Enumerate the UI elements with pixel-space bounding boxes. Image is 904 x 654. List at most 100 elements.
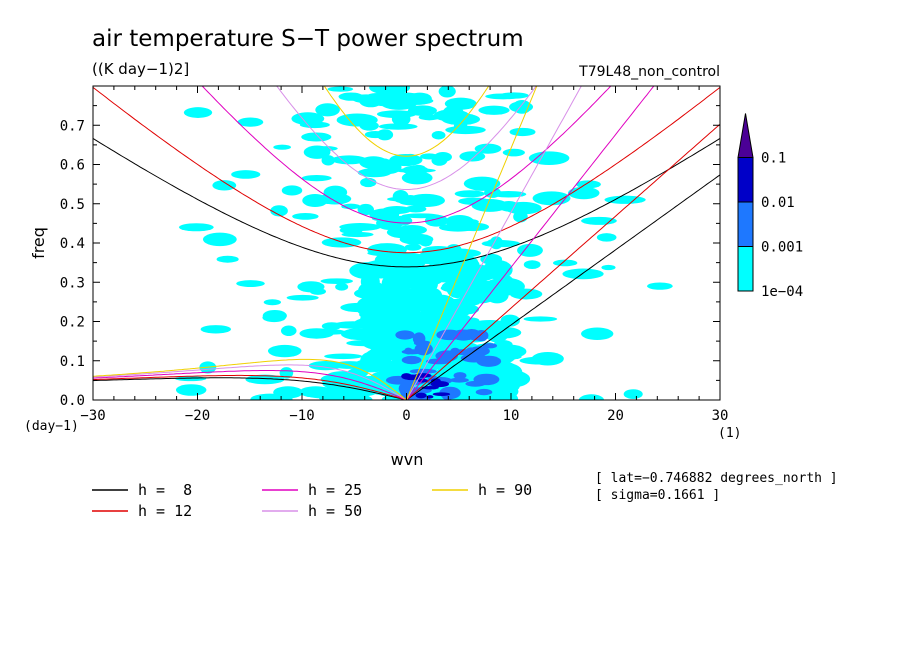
colorbar-segment — [737, 246, 754, 292]
contour-1e-04 — [393, 96, 434, 105]
legend: h = 8 h = 12 h = 25 h = 50 h = 90 — [92, 481, 532, 520]
x-unit-label: (1) — [718, 426, 741, 441]
rossby-wave-curve — [93, 358, 407, 400]
lat-annotation: [ lat=−0.746882 degrees_north ] — [595, 471, 838, 486]
units-label: ((K day−1)2] — [92, 60, 189, 78]
contour-1e-04 — [375, 360, 412, 375]
contour-1e-04 — [438, 223, 477, 232]
colorbar-extend-arrow — [737, 113, 754, 158]
contour-1e-04 — [405, 205, 427, 213]
contour-1e-04 — [212, 180, 237, 191]
x-tick-label: 10 — [503, 408, 520, 424]
colorbar: 1e−04 0.001 0.01 0.1 — [737, 113, 803, 300]
rossby-wave-curve — [93, 370, 407, 400]
contour-1e-04 — [267, 344, 302, 358]
y-tick-label: 0.6 — [60, 158, 85, 174]
contour-1e-04 — [178, 223, 214, 232]
contour-0.001 — [469, 346, 490, 356]
contour-1e-04 — [601, 264, 616, 271]
contour-1e-04 — [509, 127, 536, 137]
kelvin-wave-curve — [406, 86, 538, 400]
contour-0.001 — [398, 383, 409, 394]
contour-1e-04 — [517, 243, 543, 257]
contour-1e-04 — [273, 386, 303, 399]
contour-1e-04 — [315, 103, 340, 117]
contour-1e-04 — [364, 130, 386, 139]
x-tick-label: 30 — [712, 408, 729, 424]
contour-0.001 — [412, 332, 426, 345]
contour-1e-04 — [237, 117, 264, 127]
contour-1e-04 — [428, 320, 454, 331]
contour-1e-04 — [183, 107, 213, 118]
contour-1e-04 — [231, 170, 261, 179]
rossby-wave-curve — [93, 374, 407, 400]
contour-1e-04 — [375, 160, 402, 174]
contour-1e-04 — [501, 367, 520, 380]
contour-1e-04 — [331, 155, 367, 165]
contour-1e-04 — [359, 121, 379, 131]
contour-1e-04 — [301, 174, 332, 182]
inertia-gravity-curve — [201, 86, 612, 224]
contour-1e-04 — [360, 177, 377, 188]
contour-1e-04 — [280, 325, 297, 337]
contour-1e-04 — [324, 353, 363, 360]
x-tick-label: −20 — [185, 408, 210, 424]
contour-1e-04 — [431, 130, 446, 140]
dispersion-curves — [93, 86, 720, 400]
contour-0.01 — [430, 378, 441, 383]
contour-1e-04 — [245, 374, 285, 385]
kelvin-wave-curve — [406, 86, 582, 400]
contour-1e-04 — [581, 327, 614, 341]
contour-1e-04 — [513, 210, 528, 223]
contour-1e-04 — [523, 316, 558, 322]
contour-0.001 — [449, 377, 469, 383]
contour-1e-04 — [386, 226, 420, 239]
kelvin-wave-curve — [406, 174, 720, 400]
contour-0.001 — [465, 380, 486, 387]
contour-1e-04 — [407, 105, 437, 116]
contour-1e-04 — [478, 105, 510, 115]
contour-1e-04 — [489, 236, 503, 250]
inertia-gravity-curve — [276, 86, 537, 190]
contour-1e-04 — [286, 294, 319, 301]
contour-1e-04 — [335, 283, 349, 291]
contour-1e-04 — [378, 123, 418, 130]
contour-1e-04 — [433, 109, 470, 122]
contour-1e-04 — [482, 260, 513, 280]
y-unit-label: (day−1) — [24, 419, 79, 434]
legend-label: h = 25 — [308, 481, 362, 499]
colorbar-label: 0.01 — [761, 195, 795, 211]
contour-1e-04 — [502, 148, 525, 157]
y-tick-label: 0.7 — [60, 118, 85, 134]
contour-1e-04 — [519, 356, 560, 365]
contour-1e-04 — [281, 185, 303, 196]
contour-0.01 — [421, 385, 439, 390]
contour-1e-04 — [445, 125, 486, 135]
contour-1e-04 — [202, 232, 237, 247]
x-axis-label: wvn — [391, 450, 424, 469]
contour-1e-04 — [216, 255, 239, 263]
contour-1e-04 — [438, 86, 456, 98]
plot-area — [92, 85, 721, 401]
contour-1e-04 — [263, 299, 282, 306]
contour-1e-04 — [441, 281, 463, 293]
legend-label: h = 90 — [478, 481, 532, 499]
x-tick-label: −10 — [289, 408, 314, 424]
run-label: T79L48_non_control — [578, 64, 720, 80]
contour-1e-04 — [321, 155, 335, 166]
contour-1e-04 — [292, 212, 319, 220]
contour-1e-04 — [321, 329, 346, 335]
contour-1e-04 — [528, 151, 570, 166]
colorbar-label: 1e−04 — [761, 284, 803, 300]
contour-1e-04 — [423, 298, 461, 312]
contour-1e-04 — [348, 394, 373, 400]
contour-1e-04 — [485, 323, 510, 343]
legend-label: h = 12 — [138, 502, 192, 520]
contour-1e-04 — [301, 132, 332, 142]
contour-1e-04 — [493, 339, 513, 350]
contour-1e-04 — [356, 297, 374, 316]
contour-1e-04 — [454, 190, 485, 198]
x-axis: −30 −20 −10 0 10 20 30 — [80, 86, 728, 424]
contour-1e-04 — [200, 325, 231, 334]
contour-1e-04 — [596, 233, 617, 242]
